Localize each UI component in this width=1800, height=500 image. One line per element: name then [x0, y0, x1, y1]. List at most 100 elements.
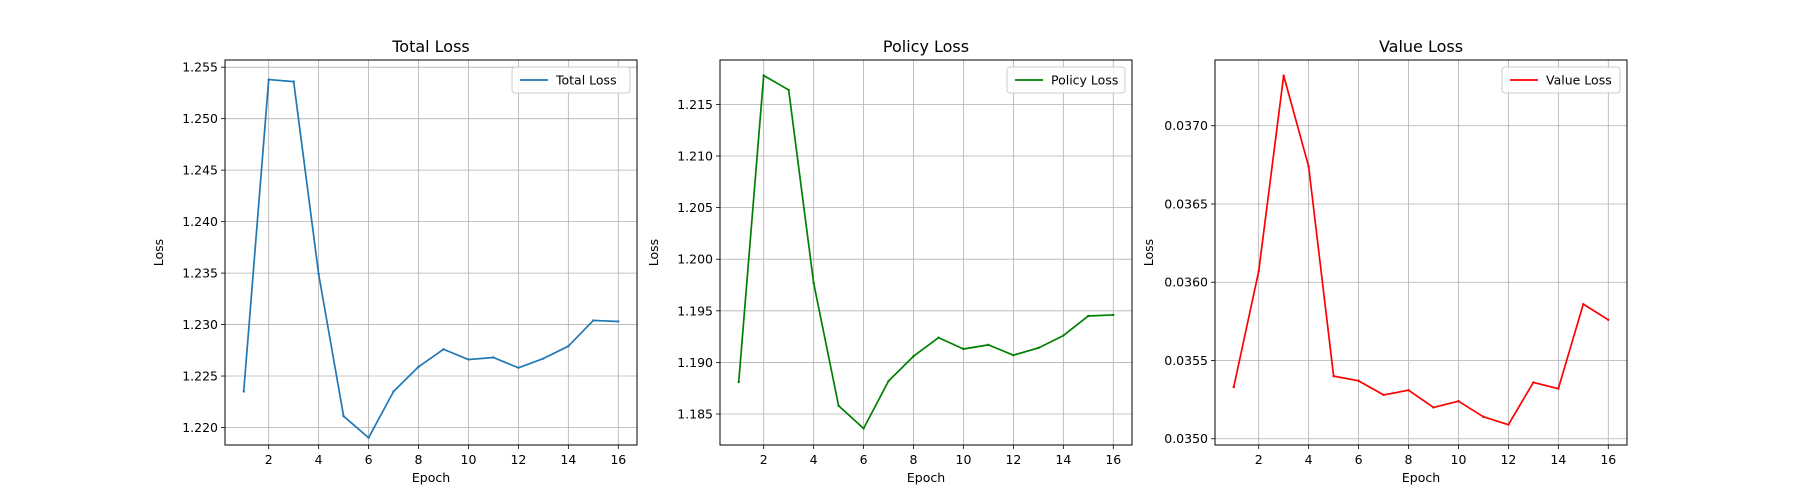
x-tick-label: 16 [1105, 452, 1121, 467]
data-point [1507, 423, 1510, 426]
y-tick-label: 0.0350 [1164, 431, 1208, 446]
data-point [367, 436, 370, 439]
data-point [787, 88, 790, 92]
x-tick-label: 14 [560, 452, 576, 467]
y-tick-label: 1.215 [677, 97, 713, 112]
y-axis-label: Loss [1141, 239, 1156, 266]
x-tick-label: 14 [1055, 452, 1071, 467]
y-tick-label: 0.0365 [1164, 196, 1208, 211]
data-point [542, 357, 545, 360]
data-point [592, 319, 595, 322]
data-point [617, 320, 620, 323]
data-point [1012, 354, 1015, 357]
x-tick-label: 2 [760, 452, 768, 467]
data-point [1582, 302, 1585, 306]
legend-label: Policy Loss [1051, 73, 1118, 88]
x-tick-label: 10 [956, 452, 972, 467]
data-point [1282, 74, 1285, 77]
chart-title: Value Loss [1379, 37, 1463, 56]
series-line [737, 74, 1114, 430]
x-tick-label: 10 [1451, 452, 1467, 467]
data-point [492, 356, 495, 359]
data-point [812, 281, 815, 285]
axes-frame [719, 59, 1133, 446]
data-point [737, 380, 740, 384]
data-point [987, 343, 990, 347]
data-point [267, 78, 270, 81]
legend-label: Value Loss [1546, 73, 1612, 88]
y-axis-label: Loss [151, 239, 166, 266]
chart-title: Total Loss [391, 37, 470, 56]
x-tick-label: 12 [510, 452, 526, 467]
y-tick-label: 1.220 [182, 420, 218, 435]
x-tick-label: 8 [910, 452, 918, 467]
data-point [962, 347, 965, 351]
x-tick-label: 4 [315, 452, 323, 467]
x-axis-label: Epoch [412, 470, 450, 485]
data-point [887, 379, 890, 383]
series-line [1232, 74, 1609, 426]
data-point [837, 404, 840, 407]
data-point [1357, 379, 1360, 383]
data-point [937, 336, 940, 339]
data-point [1432, 406, 1435, 409]
data-point [1112, 313, 1115, 317]
x-tick-label: 4 [1305, 452, 1313, 467]
y-tick-label: 0.0370 [1164, 118, 1208, 133]
x-tick-label: 6 [1355, 452, 1363, 467]
legend-label: Total Loss [555, 73, 617, 88]
y-tick-label: 0.0355 [1164, 353, 1208, 368]
value-loss-panel: 2 4 6 8 10 12 14 16 0.0350 0.0355 0.0360 0.0365 0.03… [1141, 37, 1628, 485]
x-tick-label: 2 [265, 452, 273, 467]
x-tick-label: 6 [860, 452, 868, 467]
y-tick-label: 1.200 [677, 252, 713, 267]
data-point [762, 74, 765, 77]
y-tick-label: 1.190 [677, 355, 713, 370]
y-tick-label: 1.205 [677, 200, 713, 215]
x-axis-label: Epoch [1402, 470, 1440, 485]
data-point [242, 390, 245, 393]
series-line [242, 78, 619, 439]
x-tick-label: 2 [1255, 452, 1263, 467]
data-point [1087, 314, 1090, 318]
y-axis-label: Loss [646, 239, 661, 266]
data-point [292, 80, 295, 83]
data-point [467, 358, 470, 361]
data-point [862, 427, 865, 430]
data-point [342, 414, 345, 418]
x-tick-label: 10 [461, 452, 477, 467]
y-tick-label: 1.255 [182, 60, 218, 75]
legend-box [1006, 66, 1126, 94]
legend-box [511, 66, 631, 94]
data-point [1232, 385, 1235, 389]
y-tick-label: 1.230 [182, 317, 218, 332]
data-point [1332, 374, 1335, 378]
y-tick-label: 1.210 [677, 148, 713, 163]
data-point [1257, 270, 1260, 273]
x-tick-label: 16 [610, 452, 626, 467]
data-point [912, 355, 915, 358]
data-point [442, 348, 445, 351]
data-point [1037, 346, 1040, 350]
data-point [1607, 318, 1610, 321]
policy-loss-panel: 2 4 6 8 10 12 14 16 1.185 1.190 1.195 1.200 1.205 1.2… [646, 37, 1133, 485]
legend-box [1501, 66, 1621, 94]
data-point [517, 366, 520, 369]
y-tick-label: 1.240 [182, 214, 218, 229]
axes-frame [1214, 59, 1628, 446]
x-tick-label: 6 [365, 452, 373, 467]
x-tick-label: 12 [1005, 452, 1021, 467]
chart-title: Policy Loss [883, 37, 969, 56]
data-point [1457, 399, 1460, 403]
y-tick-label: 1.250 [182, 111, 218, 126]
data-point [1407, 389, 1410, 392]
data-point [1557, 387, 1560, 390]
x-axis-label: Epoch [907, 470, 945, 485]
x-tick-label: 8 [1405, 452, 1413, 467]
data-point [317, 272, 320, 276]
y-tick-label: 1.245 [182, 163, 218, 178]
data-point [1532, 381, 1535, 384]
data-point [417, 365, 420, 368]
x-tick-label: 4 [810, 452, 818, 467]
